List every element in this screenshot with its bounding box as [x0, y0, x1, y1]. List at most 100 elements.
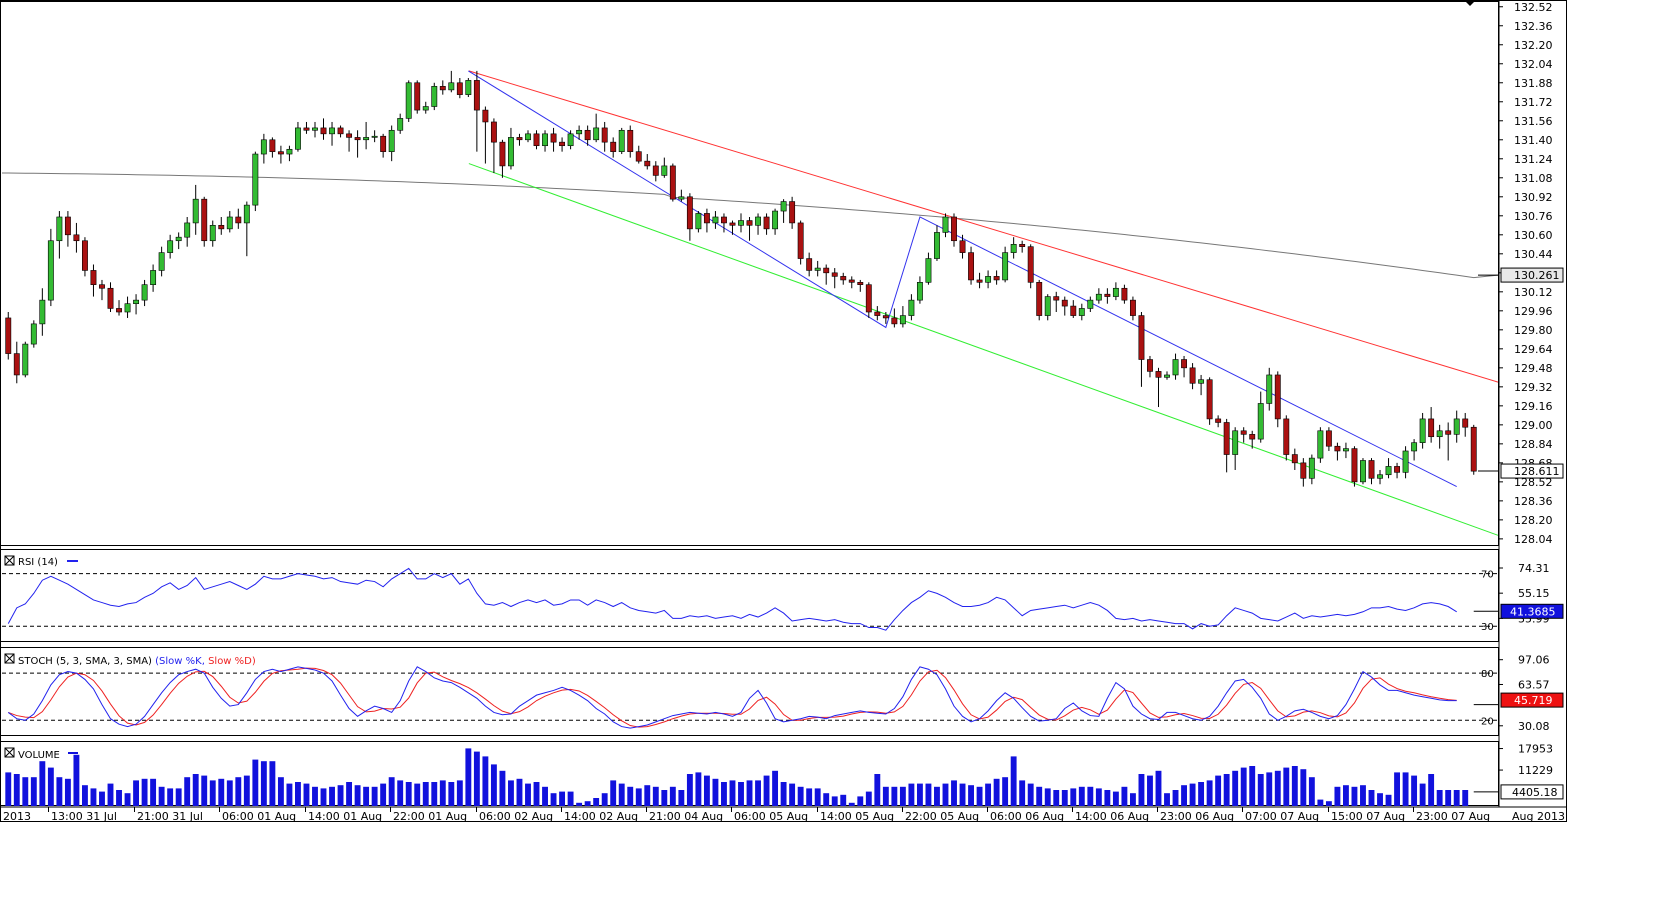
volume-bar	[1027, 783, 1034, 806]
volume-bar	[968, 785, 974, 806]
bearish-candle	[1274, 374, 1281, 420]
bullish-candle	[908, 299, 915, 316]
volume-bar	[47, 767, 54, 806]
volume-bar	[1300, 769, 1307, 806]
volume-bar	[30, 777, 37, 806]
volume-bar	[456, 780, 463, 806]
outer-frame	[0, 0, 1567, 822]
volume-bar	[1164, 793, 1170, 806]
bearish-candle	[13, 353, 20, 376]
volume-bar	[1053, 790, 1060, 806]
volume-bar	[882, 786, 889, 806]
bullish-candle	[755, 216, 761, 226]
volume-bar	[1181, 785, 1187, 806]
price-tick-label: 128.36	[1514, 495, 1553, 508]
trend-zigzag-line	[468, 70, 1457, 488]
price-tick-label: 129.00	[1514, 419, 1553, 432]
volume-bar	[635, 788, 642, 806]
volume-bar	[525, 783, 531, 806]
volume-bar	[1291, 766, 1298, 806]
bearish-candle	[533, 133, 540, 147]
volume-bar	[380, 783, 387, 806]
volume-tick-label: 11229	[1518, 764, 1553, 777]
price-tick-label: 131.88	[1514, 77, 1553, 90]
bearish-candle	[99, 284, 105, 289]
bearish-candle	[746, 220, 753, 226]
volume-bar	[354, 785, 361, 806]
volume-bar	[141, 778, 148, 806]
bearish-candle	[201, 198, 208, 242]
bearish-candle	[686, 196, 693, 230]
bullish-candle	[525, 133, 531, 141]
x-tick-label: 14:00 02 Aug	[564, 810, 638, 822]
bullish-candle	[695, 213, 702, 230]
bullish-candle	[1453, 418, 1460, 435]
volume-bar	[1308, 777, 1315, 806]
bullish-candle	[678, 196, 685, 200]
volume-bar	[1445, 790, 1452, 806]
stoch-tick-label: 97.06	[1518, 654, 1550, 667]
volume-bar	[490, 764, 497, 806]
price-tick-label: 132.52	[1514, 1, 1553, 14]
bullish-candle	[618, 129, 625, 152]
volume-bar	[661, 790, 668, 806]
bearish-candle	[337, 127, 344, 135]
bearish-candle	[1206, 379, 1213, 420]
bullish-candle	[1198, 379, 1205, 384]
volume-bar	[755, 780, 761, 806]
bullish-candle	[1266, 374, 1273, 404]
volume-bar	[695, 772, 702, 806]
bearish-candle	[882, 315, 889, 319]
volume-bar	[150, 778, 157, 806]
volume-bar	[1436, 790, 1443, 806]
volume-bar	[576, 802, 583, 806]
stoch-tick-label: 30.08	[1518, 720, 1550, 733]
volume-panel-label: VOLUME	[18, 750, 60, 761]
bullish-candle	[124, 303, 131, 313]
bullish-candle	[899, 315, 906, 325]
bearish-candle	[1019, 244, 1026, 247]
bearish-candle	[73, 234, 80, 242]
stoch-k-line	[7, 666, 1457, 729]
bullish-candle	[712, 216, 719, 224]
volume-bar	[482, 756, 489, 806]
volume-bar	[951, 780, 957, 806]
bullish-candle	[397, 118, 404, 131]
price-tick-label: 129.96	[1514, 305, 1553, 318]
x-tick-label: 15:00 07 Aug	[1331, 810, 1405, 822]
volume-bar	[5, 772, 12, 806]
volume-bar	[422, 782, 429, 806]
volume-bar	[874, 774, 881, 806]
bullish-candle	[39, 299, 46, 325]
volume-bar	[260, 761, 267, 806]
volume-bar	[1377, 793, 1383, 806]
bullish-candle	[1002, 252, 1009, 281]
bearish-candle	[380, 135, 387, 152]
volume-bar	[1121, 786, 1128, 806]
volume-bar	[1206, 780, 1213, 806]
volume-bar	[1078, 786, 1085, 806]
volume-bar	[1351, 786, 1358, 806]
bullish-candle	[329, 127, 335, 135]
volume-bar	[1274, 770, 1281, 806]
chart-canvas: 132.52 132.36 132.20 132.04 131.88 131.72 131.…	[0, 0, 1567, 822]
bullish-candle	[1402, 450, 1409, 473]
volume-bar	[976, 786, 983, 806]
volume-bar	[167, 788, 174, 806]
bullish-candle	[1377, 474, 1383, 479]
price-tick-label: 131.56	[1514, 115, 1553, 128]
volume-bar	[22, 777, 29, 806]
volume-bar	[312, 786, 318, 806]
stoch-value-box	[1500, 692, 1564, 708]
x-tick-label: 14:00 05 Aug	[820, 810, 894, 822]
volume-bar	[1428, 774, 1435, 806]
rsi-panel-label: RSI (14)	[18, 557, 58, 568]
volume-bar	[1232, 770, 1239, 806]
bullish-candle	[47, 240, 54, 301]
volume-bar	[712, 778, 719, 806]
rsi-close-cross-icon	[4, 555, 15, 566]
volume-bar	[1010, 756, 1017, 806]
volume-bar	[1198, 782, 1205, 806]
bullish-candle	[286, 148, 293, 155]
bullish-candle	[780, 201, 787, 212]
